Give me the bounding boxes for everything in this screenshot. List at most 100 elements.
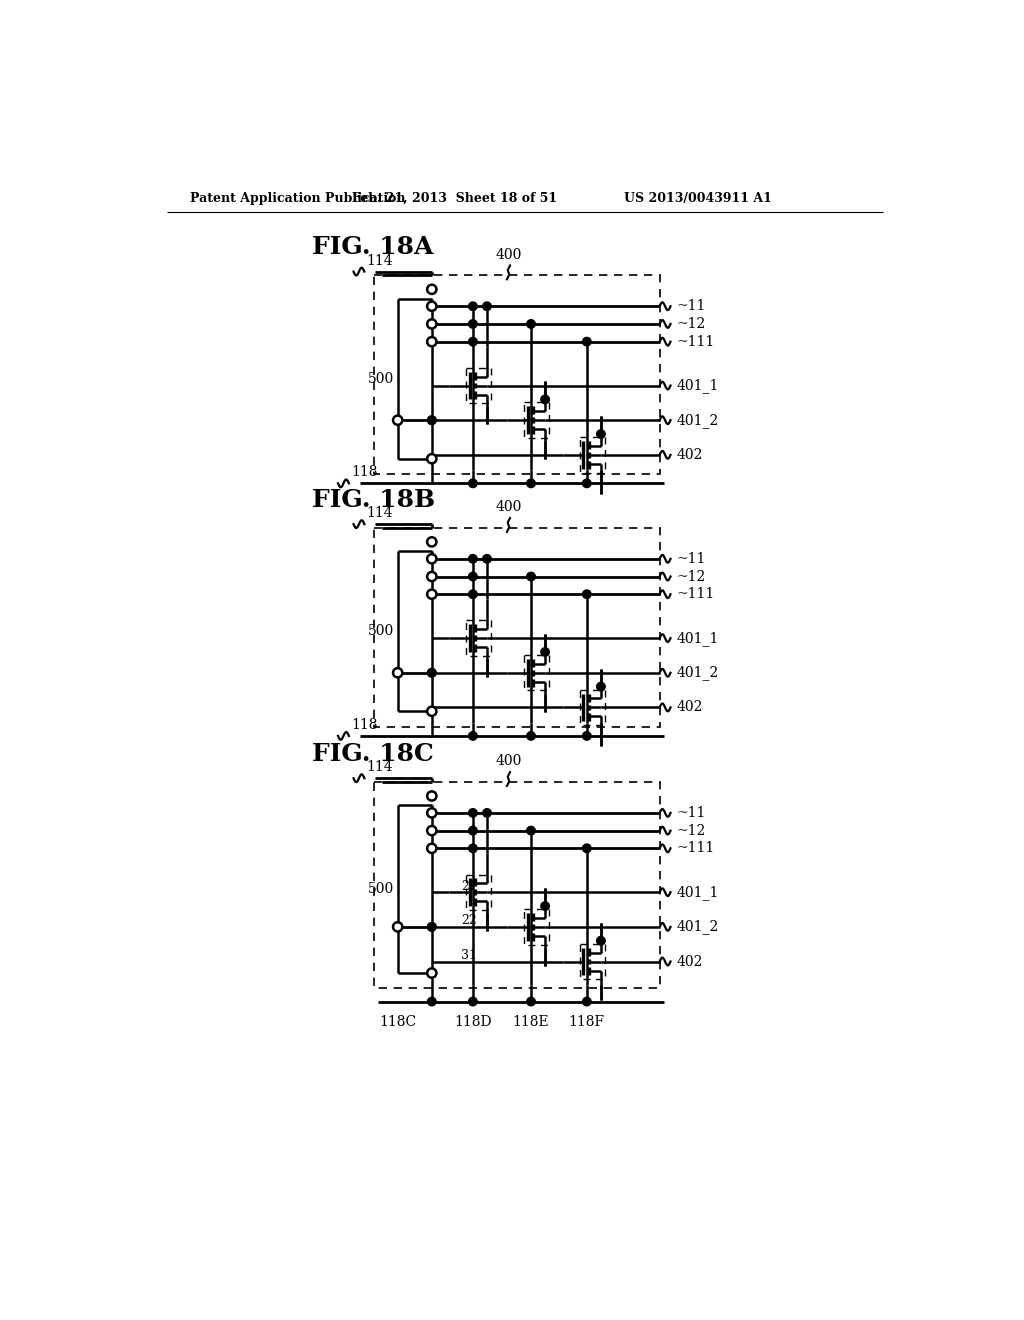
Circle shape [469,319,477,329]
Circle shape [541,395,549,404]
Text: 401_2: 401_2 [677,665,719,680]
Circle shape [583,843,591,853]
Text: 401_1: 401_1 [677,884,719,900]
Circle shape [526,479,536,487]
Circle shape [427,792,436,800]
Bar [466,874,490,909]
Text: 401_2: 401_2 [677,920,719,935]
Circle shape [597,430,605,438]
Text: 402: 402 [677,954,703,969]
Circle shape [427,826,436,836]
Circle shape [583,731,591,741]
Text: 400: 400 [496,500,521,515]
Text: 500: 500 [368,372,394,385]
Circle shape [526,826,536,834]
Circle shape [597,682,605,690]
Text: FIG. 18C: FIG. 18C [312,742,434,766]
Text: 401_2: 401_2 [677,413,719,428]
Circle shape [428,998,436,1006]
Circle shape [428,923,436,931]
Circle shape [427,319,436,329]
Text: ~11: ~11 [677,300,707,313]
Text: 402: 402 [677,447,703,462]
Circle shape [583,338,591,346]
Circle shape [469,302,477,310]
Text: ~12: ~12 [677,569,706,583]
Circle shape [469,338,477,346]
Circle shape [469,731,477,741]
Circle shape [526,573,536,581]
Circle shape [427,969,436,978]
Bar [375,276,659,474]
Bar [466,620,490,656]
Circle shape [427,843,436,853]
Text: Patent Application Publication: Patent Application Publication [190,191,406,205]
Bar [466,368,490,404]
Text: 21: 21 [461,879,477,892]
Text: 114: 114 [367,760,393,775]
Circle shape [427,572,436,581]
Bar [580,944,605,979]
Text: 118F: 118F [568,1015,605,1030]
Circle shape [428,416,436,425]
Bar [524,655,549,690]
Circle shape [526,319,536,329]
Bar [524,909,549,945]
Circle shape [541,902,549,911]
Text: ~111: ~111 [677,841,715,855]
Text: 500: 500 [368,624,394,638]
Circle shape [526,998,536,1006]
Text: 400: 400 [496,754,521,768]
Circle shape [469,809,477,817]
Circle shape [427,285,436,294]
Circle shape [428,416,436,425]
Text: FIG. 18B: FIG. 18B [312,487,435,512]
Circle shape [428,668,436,677]
Bar [580,437,605,473]
Circle shape [469,843,477,853]
Circle shape [541,648,549,656]
Text: ~11: ~11 [677,807,707,820]
Circle shape [597,936,605,945]
Circle shape [393,416,402,425]
Circle shape [469,590,477,598]
Text: 114: 114 [367,253,393,268]
Text: 118E: 118E [513,1015,549,1030]
Text: 400: 400 [496,248,521,261]
Text: 401_1: 401_1 [677,378,719,393]
Circle shape [469,998,477,1006]
Text: 402: 402 [677,701,703,714]
Circle shape [427,454,436,463]
Circle shape [427,590,436,599]
Circle shape [428,668,436,677]
Text: 118D: 118D [454,1015,492,1030]
Circle shape [482,809,492,817]
Text: 401_1: 401_1 [677,631,719,645]
Circle shape [469,554,477,564]
Text: 22: 22 [461,915,477,927]
Circle shape [427,808,436,817]
Circle shape [469,573,477,581]
Text: ~11: ~11 [677,552,707,566]
Circle shape [428,923,436,931]
Circle shape [393,668,402,677]
Bar [580,689,605,725]
Circle shape [427,706,436,715]
Text: 118: 118 [351,718,378,733]
Text: 118: 118 [351,466,378,479]
Circle shape [427,302,436,312]
Text: 114: 114 [367,507,393,520]
Circle shape [469,826,477,834]
Circle shape [427,554,436,564]
Circle shape [482,554,492,564]
Text: US 2013/0043911 A1: US 2013/0043911 A1 [624,191,772,205]
Circle shape [583,998,591,1006]
Circle shape [427,537,436,546]
Circle shape [393,923,402,932]
Text: 500: 500 [368,882,394,896]
Text: 118C: 118C [379,1015,417,1030]
Text: Feb. 21, 2013  Sheet 18 of 51: Feb. 21, 2013 Sheet 18 of 51 [352,191,558,205]
Bar [375,528,659,726]
Text: ~111: ~111 [677,587,715,601]
Bar [524,403,549,438]
